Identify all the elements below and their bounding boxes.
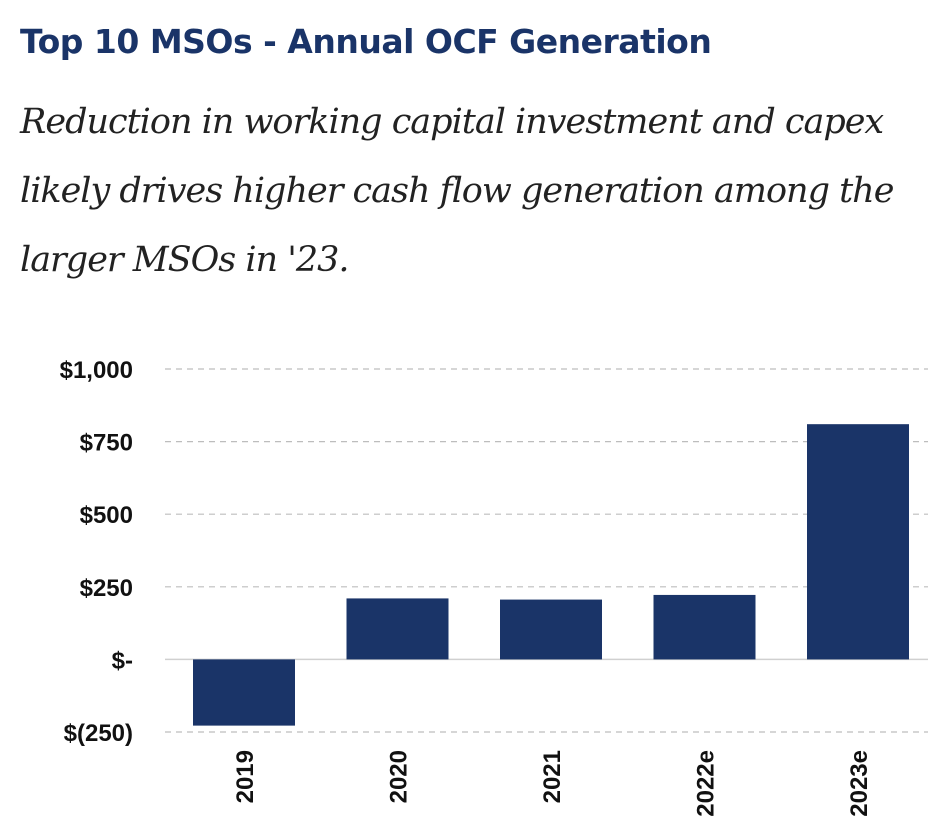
bar-2023e <box>807 424 909 660</box>
x-tick-label: 2022e <box>693 750 720 817</box>
x-axis-ticks: 2019 2020 2021 2022e 2023e <box>232 750 873 817</box>
y-axis-ticks: $1,000 $750 $500 $250 $- $(250) <box>60 357 133 747</box>
y-tick-label: $(250) <box>64 720 133 747</box>
y-tick-label: $250 <box>80 575 133 602</box>
bar-2022e <box>653 594 756 660</box>
bar-2020 <box>346 598 449 660</box>
x-tick-label: 2021 <box>539 750 566 803</box>
x-tick-label: 2023e <box>846 750 873 817</box>
bar-chart: $1,000$750$500$250$-$(250) 2019 2020 2021 2… <box>60 357 928 817</box>
x-tick-label: 2019 <box>232 750 259 803</box>
chart-title: Top 10 MSOs - Annual OCF Generation <box>20 22 712 61</box>
y-tick-label: $750 <box>80 430 133 457</box>
y-tick-label: $- <box>112 647 133 674</box>
bar-2021 <box>500 599 602 660</box>
x-tick-label: 2020 <box>386 750 413 803</box>
y-tick-label: $1,000 <box>60 357 133 384</box>
bars <box>193 424 909 726</box>
bar-2019 <box>193 659 295 726</box>
y-tick-label: $500 <box>80 502 133 529</box>
chart-subtitle: Reduction in working capital investment … <box>20 102 894 280</box>
